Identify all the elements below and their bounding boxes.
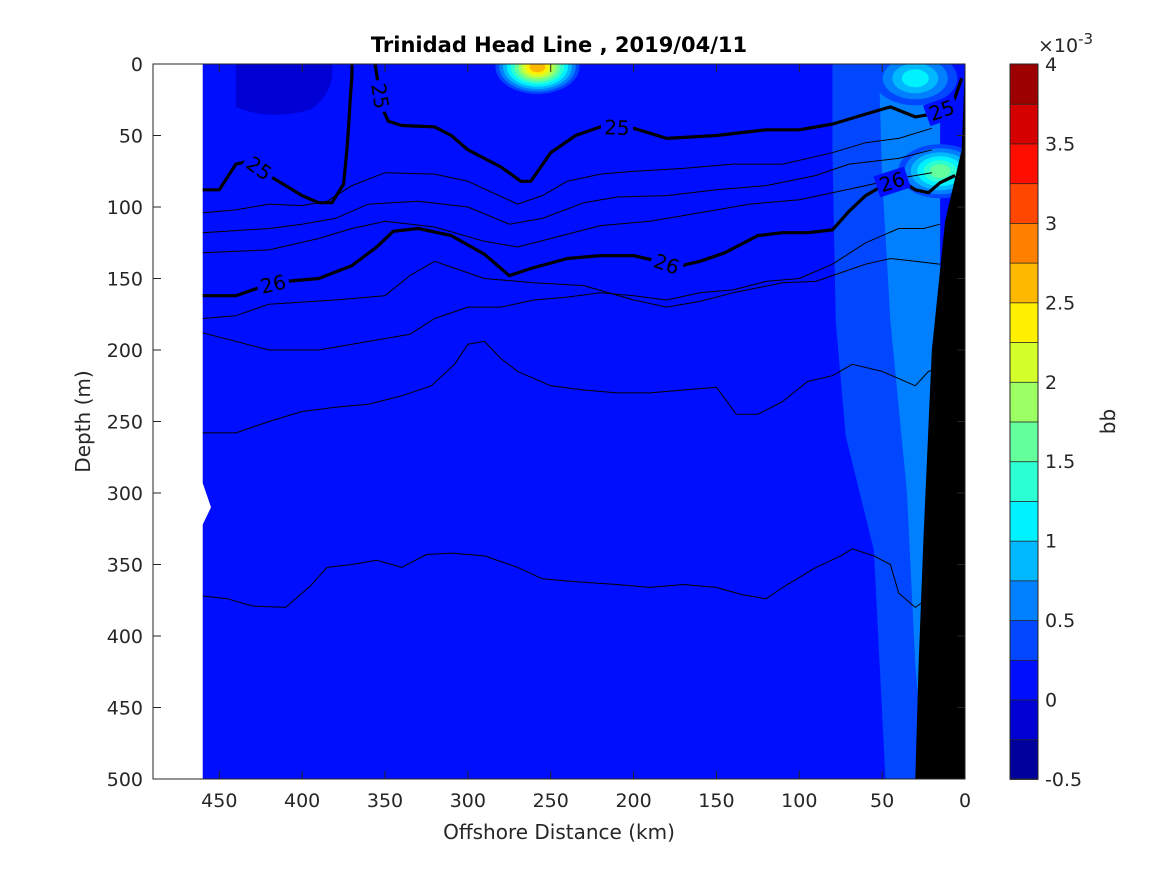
x-tick-label: 150 <box>698 790 734 812</box>
colorbar-segment <box>1009 301 1039 343</box>
y-axis-ticks: 0 50 100 150 200 250 300 350 400 450 500 <box>107 54 965 791</box>
isopycnal-thin <box>202 258 941 319</box>
x-tick-label: 450 <box>201 790 237 812</box>
bb-feature <box>873 64 958 106</box>
bb-field <box>202 64 965 779</box>
contour-label-bg <box>873 166 911 198</box>
colorbar-tick-label: 0 <box>1045 690 1057 712</box>
isopycnal-thin <box>202 548 926 608</box>
bb-level-patch <box>901 69 929 88</box>
colorbar-tick-label: 0.5 <box>1045 610 1075 632</box>
y-tick-label: 350 <box>107 555 143 577</box>
contour-label: 26 <box>258 270 288 299</box>
y-axis-label: Depth (m) <box>71 370 95 472</box>
colorbar-exponent: ×10-3 <box>1038 30 1093 57</box>
colorbar-frame <box>1009 63 1039 780</box>
x-tick-label: 0 <box>959 790 971 812</box>
contour-label: 25 <box>604 115 630 140</box>
contour-label-bg <box>366 78 394 114</box>
colorbar-exponent-base: ×10 <box>1038 35 1078 57</box>
colorbar-segment <box>1009 699 1039 741</box>
colorbar-segment <box>1009 341 1039 383</box>
bb-level-patch <box>929 164 951 179</box>
contour-label-bg <box>648 248 686 280</box>
colorbar-segment <box>1009 262 1039 304</box>
colorbar-tick-label: 3 <box>1045 213 1057 235</box>
bb-feature <box>495 64 580 94</box>
bb-level-patch <box>529 64 546 73</box>
contour-label-bg <box>600 115 634 140</box>
colorbar-tick-label: 1 <box>1045 531 1057 553</box>
isopycnal-thin <box>202 149 933 234</box>
colorbar-ticks: -0.5 0 0.5 1 1.5 2 2.5 3 3.5 4 <box>1045 54 1082 791</box>
x-tick-label: 350 <box>367 790 403 812</box>
isopycnal-25 <box>202 64 354 205</box>
y-tick-label: 500 <box>107 769 143 791</box>
colorbar-segment <box>1009 659 1039 701</box>
contour-label-bg <box>239 150 279 187</box>
chart-title: Trinidad Head Line , 2019/04/11 <box>371 33 747 57</box>
y-tick-label: 250 <box>107 412 143 434</box>
colorbar-tick-label: 4 <box>1045 54 1057 76</box>
seafloor-bathymetry <box>915 64 965 779</box>
colorbar-segment <box>1009 738 1039 780</box>
y-tick-label: 300 <box>107 483 143 505</box>
colorbar-segment <box>1009 500 1039 542</box>
colorbar-tick-label: -0.5 <box>1045 769 1082 791</box>
x-tick-label: 400 <box>284 790 320 812</box>
colorbar-segments <box>1009 63 1039 780</box>
contour-label-bg <box>255 269 292 299</box>
colorbar-label: bb <box>1096 409 1120 434</box>
bb-background <box>202 64 965 779</box>
colorbar: -0.5 0 0.5 1 1.5 2 2.5 3 3.5 4 ×10-3 bb <box>1009 30 1120 791</box>
bb-low-patch <box>235 64 333 115</box>
x-tick-label: 300 <box>450 790 486 812</box>
bb-feature <box>898 144 965 199</box>
isopycnal-thin <box>202 172 932 254</box>
x-tick-label: 100 <box>781 790 817 812</box>
y-tick-label: 450 <box>107 698 143 720</box>
colorbar-segment <box>1009 143 1039 185</box>
colorbar-segment <box>1009 619 1039 661</box>
x-tick-label: 200 <box>615 790 651 812</box>
y-tick-label: 400 <box>107 626 143 648</box>
colorbar-tick-label: 1.5 <box>1045 451 1075 473</box>
contour-label: 25 <box>366 82 394 111</box>
colorbar-tick-label: 2.5 <box>1045 292 1075 314</box>
colorbar-tick-label: 3.5 <box>1045 133 1075 155</box>
colorbar-segment <box>1009 182 1039 224</box>
colorbar-segment <box>1009 579 1039 622</box>
y-tick-label: 150 <box>107 269 143 291</box>
colorbar-segment <box>1009 63 1039 105</box>
y-tick-label: 100 <box>107 197 143 219</box>
isopycnal-25 <box>373 64 964 183</box>
x-axis-ticks: 450 400 350 300 250 200 150 100 50 0 <box>201 64 971 812</box>
colorbar-segment <box>1009 222 1039 264</box>
colorbar-segment <box>1009 103 1039 145</box>
isopycnal-thin <box>202 340 946 434</box>
colorbar-segment <box>1009 540 1039 582</box>
x-axis-label: Offshore Distance (km) <box>443 820 675 844</box>
colorbar-exponent-power: -3 <box>1078 30 1093 48</box>
colorbar-segment <box>1009 421 1039 463</box>
y-tick-label: 50 <box>119 126 143 148</box>
y-tick-label: 0 <box>131 54 143 76</box>
colorbar-tick-label: 2 <box>1045 372 1057 394</box>
isopycnal-thin <box>202 223 941 351</box>
isopycnal-thin <box>202 127 933 214</box>
x-tick-label: 50 <box>870 790 894 812</box>
contour-label-bg <box>923 94 961 127</box>
x-tick-label: 250 <box>533 790 569 812</box>
y-tick-label: 200 <box>107 340 143 362</box>
colorbar-segment <box>1009 381 1039 423</box>
colorbar-segment <box>1009 460 1039 502</box>
